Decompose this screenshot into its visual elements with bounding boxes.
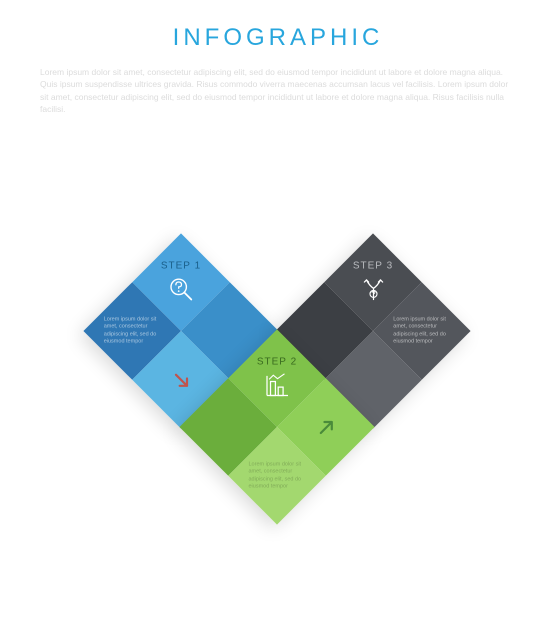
step-2-label: Step 2 [257, 357, 297, 368]
bar-chart-icon [263, 372, 291, 400]
intro-text: Lorem ipsum dolor sit amet, consectetur … [40, 66, 516, 115]
diagram-stage: Step 1 Lorem ipsum dolor sit amet, conse… [0, 230, 556, 590]
arrows-decision-icon [359, 276, 387, 304]
magnifier-question-icon [167, 276, 195, 304]
arrow-down-right-icon [170, 369, 192, 391]
step-1-lorem: Lorem ipsum dolor sit amet, consectetur … [104, 316, 161, 346]
page-title: Infographic [0, 24, 556, 52]
step-1-label: Step 1 [161, 261, 201, 272]
step-2-bottom: Lorem ipsum dolor sit amet, consectetur … [228, 427, 326, 525]
step-3-lorem: Lorem ipsum dolor sit amet, consectetur … [393, 316, 450, 346]
step-3-label: Step 3 [353, 261, 393, 272]
step-2-lorem: Lorem ipsum dolor sit amet, consectetur … [249, 461, 306, 491]
arrow-up-right-icon [315, 416, 337, 438]
